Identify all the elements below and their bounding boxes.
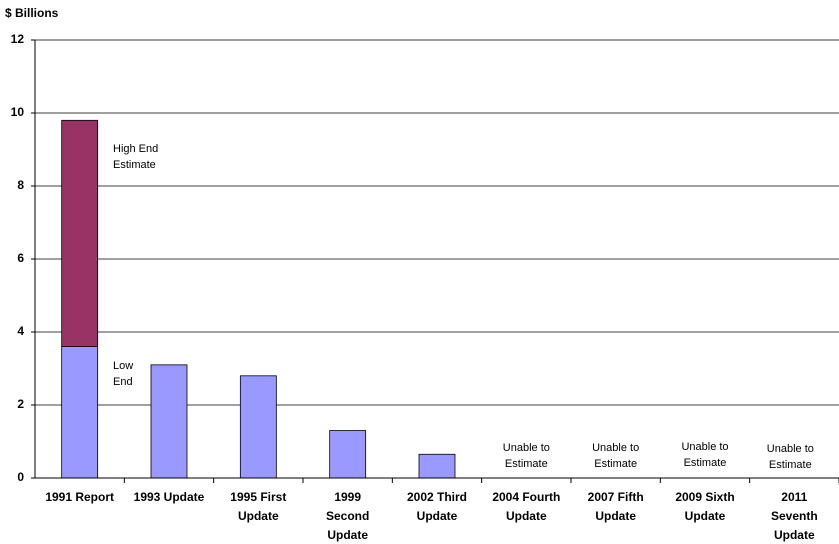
x-tick-label: 1995 First	[230, 490, 286, 504]
x-tick-label: Second	[326, 509, 369, 523]
x-tick-label: 2002 Third	[407, 490, 467, 504]
x-tick-label: Update	[238, 509, 279, 523]
annotation: End	[113, 376, 133, 388]
x-tick-label: Update	[685, 509, 726, 523]
x-tick-label: 1991 Report	[45, 490, 114, 504]
annotation: Estimate	[505, 458, 548, 470]
x-tick-label: 2004 Fourth	[492, 490, 560, 504]
x-tick-label: Update	[327, 528, 368, 542]
bar	[329, 430, 367, 479]
x-tick-label: Update	[506, 509, 547, 523]
y-tick-label: 0	[17, 470, 24, 484]
x-tick-label: 2009 Sixth	[675, 490, 734, 504]
x-tick-label: 2007 Fifth	[588, 490, 644, 504]
y-tick-label: 10	[11, 105, 25, 119]
annotation: High End	[113, 143, 158, 155]
bar	[239, 375, 277, 479]
annotation: Unable to	[767, 443, 814, 455]
x-tick-label: Seventh	[771, 509, 818, 523]
annotation: Unable to	[503, 442, 550, 454]
y-axis-label: $ Billions	[5, 6, 59, 20]
y-tick-label: 4	[17, 324, 24, 338]
annotation: Estimate	[113, 159, 156, 171]
x-tick-label: 2011	[781, 490, 807, 504]
x-tick-label: Update	[595, 509, 636, 523]
x-tick-label: Update	[417, 509, 458, 523]
y-tick-label: 6	[17, 251, 24, 265]
annotation: Unable to	[681, 441, 728, 453]
y-tick-label: 12	[11, 32, 25, 46]
annotation: Estimate	[769, 459, 812, 471]
bar	[61, 119, 99, 348]
annotation: Unable to	[592, 442, 639, 454]
x-tick-label: 1993 Update	[134, 490, 205, 504]
annotation: Low	[113, 360, 133, 372]
annotation: Estimate	[594, 458, 637, 470]
y-tick-label: 2	[17, 397, 24, 411]
bar	[61, 346, 99, 479]
x-tick-label: 1999	[334, 490, 361, 504]
x-tick-label: Update	[774, 528, 815, 542]
bar	[418, 453, 456, 479]
annotation: Estimate	[684, 457, 727, 469]
bar	[150, 364, 188, 479]
y-tick-label: 8	[17, 178, 24, 192]
